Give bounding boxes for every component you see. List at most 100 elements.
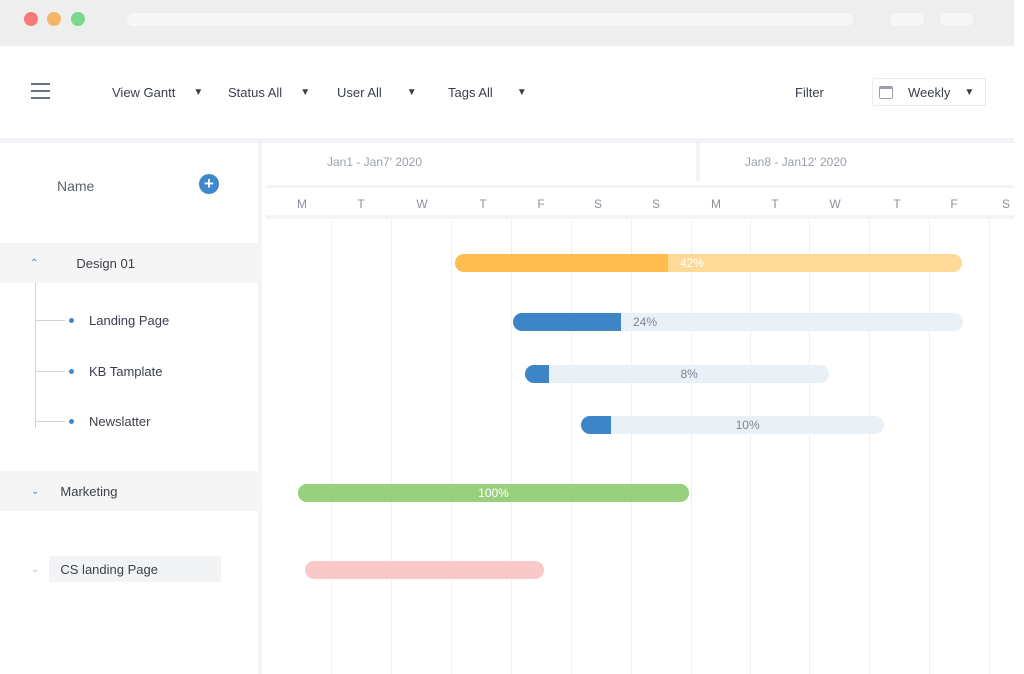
progress-label: 10% — [735, 418, 760, 432]
grid-line — [631, 219, 632, 674]
task-group-row[interactable] — [49, 556, 221, 582]
progress-fill — [298, 484, 689, 502]
day-label: T — [771, 197, 779, 211]
progress-label: 24% — [633, 315, 658, 329]
task-label[interactable]: Newslatter — [89, 414, 151, 429]
task-row[interactable]: Landing Page — [35, 313, 169, 328]
toolbar: View Gantt ▼ Status All ▼ User All ▼ Tag… — [0, 46, 1014, 138]
week-range-label: Jan1 - Jan7' 2020 — [327, 155, 423, 169]
grid-line — [750, 219, 751, 674]
day-label: W — [829, 197, 841, 211]
tree-connector — [35, 283, 36, 428]
bullet-icon — [69, 419, 74, 424]
gantt-bar[interactable]: 42% — [455, 254, 962, 272]
day-label: W — [416, 197, 428, 211]
divider — [0, 138, 1014, 143]
task-group-label[interactable]: Design 01 — [76, 255, 135, 271]
progress-fill — [513, 313, 621, 331]
grid-line — [511, 219, 512, 674]
tree-connector — [35, 371, 65, 372]
chevron-down-icon[interactable]: ⌄ — [31, 563, 40, 575]
minimize-window-button[interactable] — [47, 12, 61, 26]
week-header: Jan8 - Jan12' 2020 — [703, 143, 1014, 181]
task-row[interactable]: KB Tamplate — [35, 364, 162, 379]
tree-connector — [35, 320, 65, 321]
gantt-bar[interactable]: 10% — [581, 416, 884, 434]
browser-action-button[interactable] — [890, 13, 924, 26]
grid-line — [691, 219, 692, 674]
day-label: M — [711, 197, 721, 211]
week-header: Jan1 - Jan7' 2020 — [266, 143, 700, 181]
calendar-icon — [879, 85, 893, 99]
gantt-bar[interactable]: 100% — [298, 484, 689, 502]
day-label: F — [950, 197, 958, 211]
task-label[interactable]: Landing Page — [89, 313, 170, 328]
progress-label: 8% — [680, 367, 698, 381]
grid-line — [331, 219, 332, 674]
progress-label: 100% — [478, 486, 509, 500]
caret-down-icon: ▼ — [300, 87, 311, 98]
bullet-icon — [69, 369, 74, 374]
day-label: M — [297, 197, 307, 211]
task-list-panel: Name + — [0, 143, 262, 674]
gantt-grid: 42% 24% 8% 10% 100% — [266, 219, 1014, 674]
chevron-up-icon[interactable]: ⌃ — [30, 257, 39, 269]
bullet-icon — [69, 318, 74, 323]
day-label: S — [651, 197, 660, 211]
caret-down-icon: ▼ — [406, 87, 417, 98]
progress-fill — [455, 254, 668, 272]
task-label[interactable]: KB Tamplate — [89, 364, 163, 379]
gantt-bar[interactable] — [305, 561, 544, 579]
task-group-row[interactable]: ⌄ Marketing — [0, 471, 262, 511]
name-column-header: Name — [57, 178, 95, 194]
grid-line — [451, 219, 452, 674]
user-filter-label: User All — [337, 85, 382, 100]
grid-line — [989, 219, 990, 674]
task-row[interactable]: Newslatter — [35, 414, 150, 429]
day-label: F — [537, 197, 545, 211]
day-label: T — [357, 197, 365, 211]
browser-menu-button[interactable] — [940, 13, 973, 26]
status-filter-dropdown[interactable]: Status All ▼ — [228, 85, 310, 100]
tree-connector — [35, 421, 65, 422]
filter-button[interactable]: Filter — [795, 85, 824, 100]
grid-line — [391, 219, 392, 674]
day-label: S — [1001, 197, 1010, 211]
task-group-row[interactable]: ⌃ Design 01 — [0, 243, 262, 283]
grid-line — [929, 219, 930, 674]
task-group-label[interactable]: CS landing Page — [60, 561, 158, 577]
progress-fill — [525, 365, 550, 383]
hamburger-menu-icon[interactable] — [31, 83, 50, 100]
caret-down-icon: ▼ — [516, 87, 527, 98]
window-titlebar — [0, 0, 1014, 46]
day-label: T — [893, 197, 901, 211]
progress-label: 42% — [679, 256, 704, 270]
week-range-label: Jan8 - Jan12' 2020 — [745, 155, 847, 169]
tags-filter-dropdown[interactable]: Tags All ▼ — [448, 85, 527, 100]
gantt-bar[interactable]: 24% — [513, 313, 963, 331]
tags-filter-label: Tags All — [448, 85, 493, 100]
grid-line — [809, 219, 810, 674]
gantt-bar[interactable]: 8% — [525, 365, 829, 383]
grid-line — [571, 219, 572, 674]
caret-down-icon: ▼ — [964, 86, 975, 98]
day-label: T — [479, 197, 487, 211]
task-group-label[interactable]: Marketing — [60, 483, 118, 499]
chevron-down-icon[interactable]: ⌄ — [31, 485, 40, 497]
view-gantt-label: View Gantt — [112, 85, 176, 100]
progress-fill — [581, 416, 612, 434]
period-selector[interactable]: Weekly ▼ — [872, 78, 986, 106]
task-group-row-content[interactable]: ⌄ CS landing Page — [0, 550, 262, 588]
view-gantt-dropdown[interactable]: View Gantt ▼ — [112, 85, 203, 100]
status-filter-label: Status All — [228, 85, 283, 100]
day-label: S — [593, 197, 602, 211]
caret-down-icon: ▼ — [193, 87, 204, 98]
grid-line — [869, 219, 870, 674]
user-filter-dropdown[interactable]: User All ▼ — [337, 85, 417, 100]
address-bar[interactable] — [127, 13, 853, 26]
period-label: Weekly — [908, 84, 951, 100]
close-window-button[interactable] — [24, 12, 38, 26]
maximize-window-button[interactable] — [71, 12, 85, 26]
add-task-button[interactable]: + — [199, 174, 219, 194]
